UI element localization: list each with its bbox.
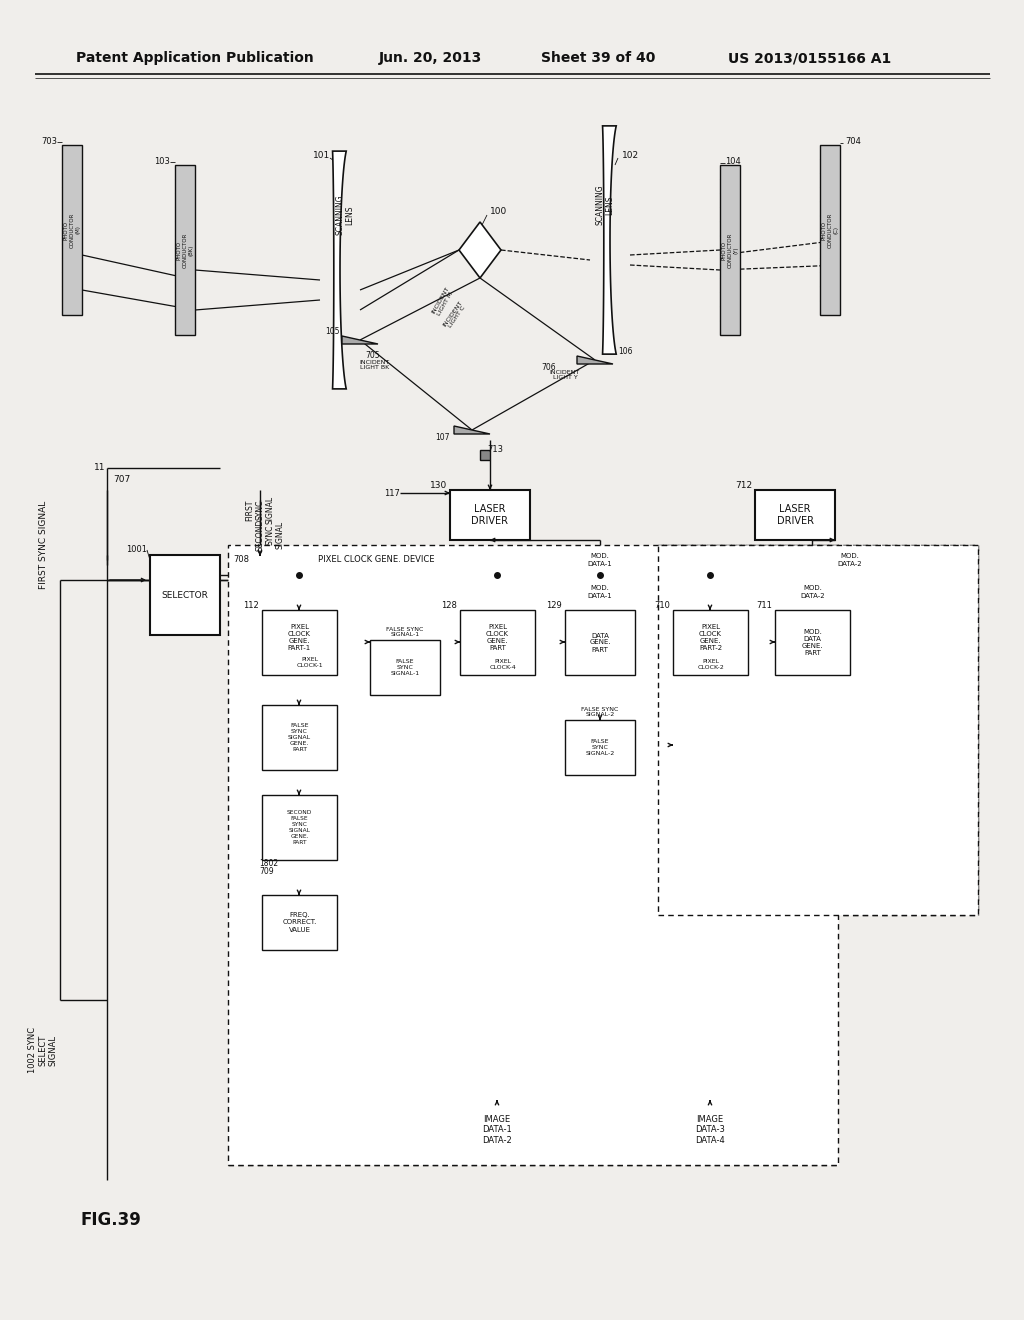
Text: 1001: 1001 [126,545,147,554]
Text: DATA
GENE.
PART: DATA GENE. PART [589,632,610,652]
Text: 710: 710 [654,601,670,610]
Bar [565,610,635,675]
Bar [565,719,635,775]
Text: SELECTOR: SELECTOR [162,590,209,599]
Bar [775,610,850,675]
Text: Patent Application Publication: Patent Application Publication [76,51,314,65]
Text: 102: 102 [622,150,639,160]
Polygon shape [459,222,501,279]
Bar [175,165,195,335]
Text: 117: 117 [384,488,400,498]
Text: 703: 703 [41,137,57,147]
Text: 106: 106 [618,347,633,356]
Text: PIXEL
CLOCK-1: PIXEL CLOCK-1 [296,657,323,668]
Text: PHOTO
CONDUCTOR
(BK): PHOTO CONDUCTOR (BK) [177,232,194,268]
Text: 105: 105 [326,327,340,337]
Bar [370,640,440,696]
Text: 713: 713 [487,446,503,454]
Polygon shape [454,426,490,434]
Polygon shape [577,356,613,364]
Text: LASER
DRIVER: LASER DRIVER [471,504,509,525]
Text: FALSE
SYNC
SIGNAL
GENE.
PART: FALSE SYNC SIGNAL GENE. PART [288,723,311,751]
Bar [673,610,748,675]
Bar [228,545,838,1166]
Text: Jun. 20, 2013: Jun. 20, 2013 [379,51,481,65]
Text: FIG.39: FIG.39 [80,1210,141,1229]
Text: 112: 112 [244,601,259,610]
Bar [62,145,82,315]
Text: INCIDENT
LIGHT M: INCIDENT LIGHT M [431,286,456,318]
Text: FALSE
SYNC
SIGNAL-2: FALSE SYNC SIGNAL-2 [586,739,614,756]
Text: PIXEL CLOCK GENE. DEVICE: PIXEL CLOCK GENE. DEVICE [318,556,434,565]
Text: SECOND
SYNC
SIGNAL: SECOND SYNC SIGNAL [255,519,285,552]
Text: 11: 11 [93,463,105,473]
Text: 1802: 1802 [259,858,279,867]
Text: FIRST
SYNC
SIGNAL: FIRST SYNC SIGNAL [245,496,274,524]
Text: 104: 104 [725,157,740,166]
Text: PHOTO
CONDUCTOR
(Y): PHOTO CONDUCTOR (Y) [722,232,738,268]
Text: 709: 709 [259,867,273,876]
Bar [480,450,490,459]
Bar [450,490,530,540]
Text: PIXEL
CLOCK-2: PIXEL CLOCK-2 [697,659,724,671]
Bar [262,610,337,675]
Text: 129: 129 [546,601,562,610]
Text: MOD.
DATA-1: MOD. DATA-1 [588,553,612,566]
Text: MOD.
DATA-2: MOD. DATA-2 [838,553,862,566]
Text: 128: 128 [441,601,457,610]
Text: INCIDENT
LIGHT Y: INCIDENT LIGHT Y [550,370,581,380]
Text: 130: 130 [430,480,447,490]
Text: PHOTO
CONDUCTOR
(M): PHOTO CONDUCTOR (M) [63,213,80,248]
Text: 706: 706 [542,363,556,371]
Bar [820,145,840,315]
Text: 707: 707 [113,475,130,484]
Bar [755,490,835,540]
Polygon shape [342,337,378,345]
Text: MOD.
DATA
GENE.
PART: MOD. DATA GENE. PART [802,630,823,656]
Bar [262,895,337,950]
Text: PIXEL
CLOCK-4: PIXEL CLOCK-4 [489,659,516,671]
Text: 712: 712 [735,480,752,490]
Bar [262,705,337,770]
Text: FALSE
SYNC
SIGNAL-1: FALSE SYNC SIGNAL-1 [390,659,420,676]
Text: PIXEL
CLOCK
GENE.
PART: PIXEL CLOCK GENE. PART [486,624,509,651]
Text: FALSE SYNC
SIGNAL-2: FALSE SYNC SIGNAL-2 [582,706,618,717]
Text: PHOTO
CONDUCTOR
(C): PHOTO CONDUCTOR (C) [821,213,839,248]
Text: SCANNING
LENS: SCANNING LENS [335,194,354,235]
Text: 100: 100 [490,207,507,216]
Bar [150,554,220,635]
Bar [658,545,978,915]
Text: PIXEL
CLOCK
GENE.
PART-2: PIXEL CLOCK GENE. PART-2 [699,624,722,651]
Text: 708: 708 [233,556,249,565]
Text: PIXEL
CLOCK
GENE.
PART-1: PIXEL CLOCK GENE. PART-1 [288,624,311,651]
Text: INCIDENT
LIGHT BK: INCIDENT LIGHT BK [359,359,390,371]
Text: SCANNING
LENS: SCANNING LENS [595,185,614,226]
Bar [720,165,740,335]
Polygon shape [602,125,616,354]
Text: 107: 107 [435,433,450,442]
Text: 101: 101 [312,150,330,160]
Text: FIRST SYNC SIGNAL: FIRST SYNC SIGNAL [39,500,47,589]
Text: IMAGE
DATA-1
DATA-2: IMAGE DATA-1 DATA-2 [482,1115,512,1144]
Text: 103: 103 [155,157,170,166]
Text: FALSE SYNC
SIGNAL-1: FALSE SYNC SIGNAL-1 [386,627,424,638]
Text: SECOND
FALSE
SYNC
SIGNAL
GENE.
PART: SECOND FALSE SYNC SIGNAL GENE. PART [287,810,312,845]
Text: INCIDENT
LIGHT C: INCIDENT LIGHT C [442,300,468,330]
Bar [460,610,535,675]
Polygon shape [333,150,346,389]
Text: 711: 711 [756,601,772,610]
Text: 1002 SYNC
SELECT
SIGNAL: 1002 SYNC SELECT SIGNAL [28,1027,58,1073]
Bar [262,795,337,861]
Text: 704: 704 [845,137,861,147]
Text: MOD.
DATA-2: MOD. DATA-2 [800,586,824,598]
Text: Sheet 39 of 40: Sheet 39 of 40 [541,51,655,65]
Text: FREQ.
CORRECT.
VALUE: FREQ. CORRECT. VALUE [283,912,316,932]
Text: MOD.
DATA-1: MOD. DATA-1 [588,586,612,598]
Text: LASER
DRIVER: LASER DRIVER [776,504,813,525]
Text: US 2013/0155166 A1: US 2013/0155166 A1 [728,51,892,65]
Text: 705: 705 [365,351,380,359]
Text: IMAGE
DATA-3
DATA-4: IMAGE DATA-3 DATA-4 [695,1115,725,1144]
